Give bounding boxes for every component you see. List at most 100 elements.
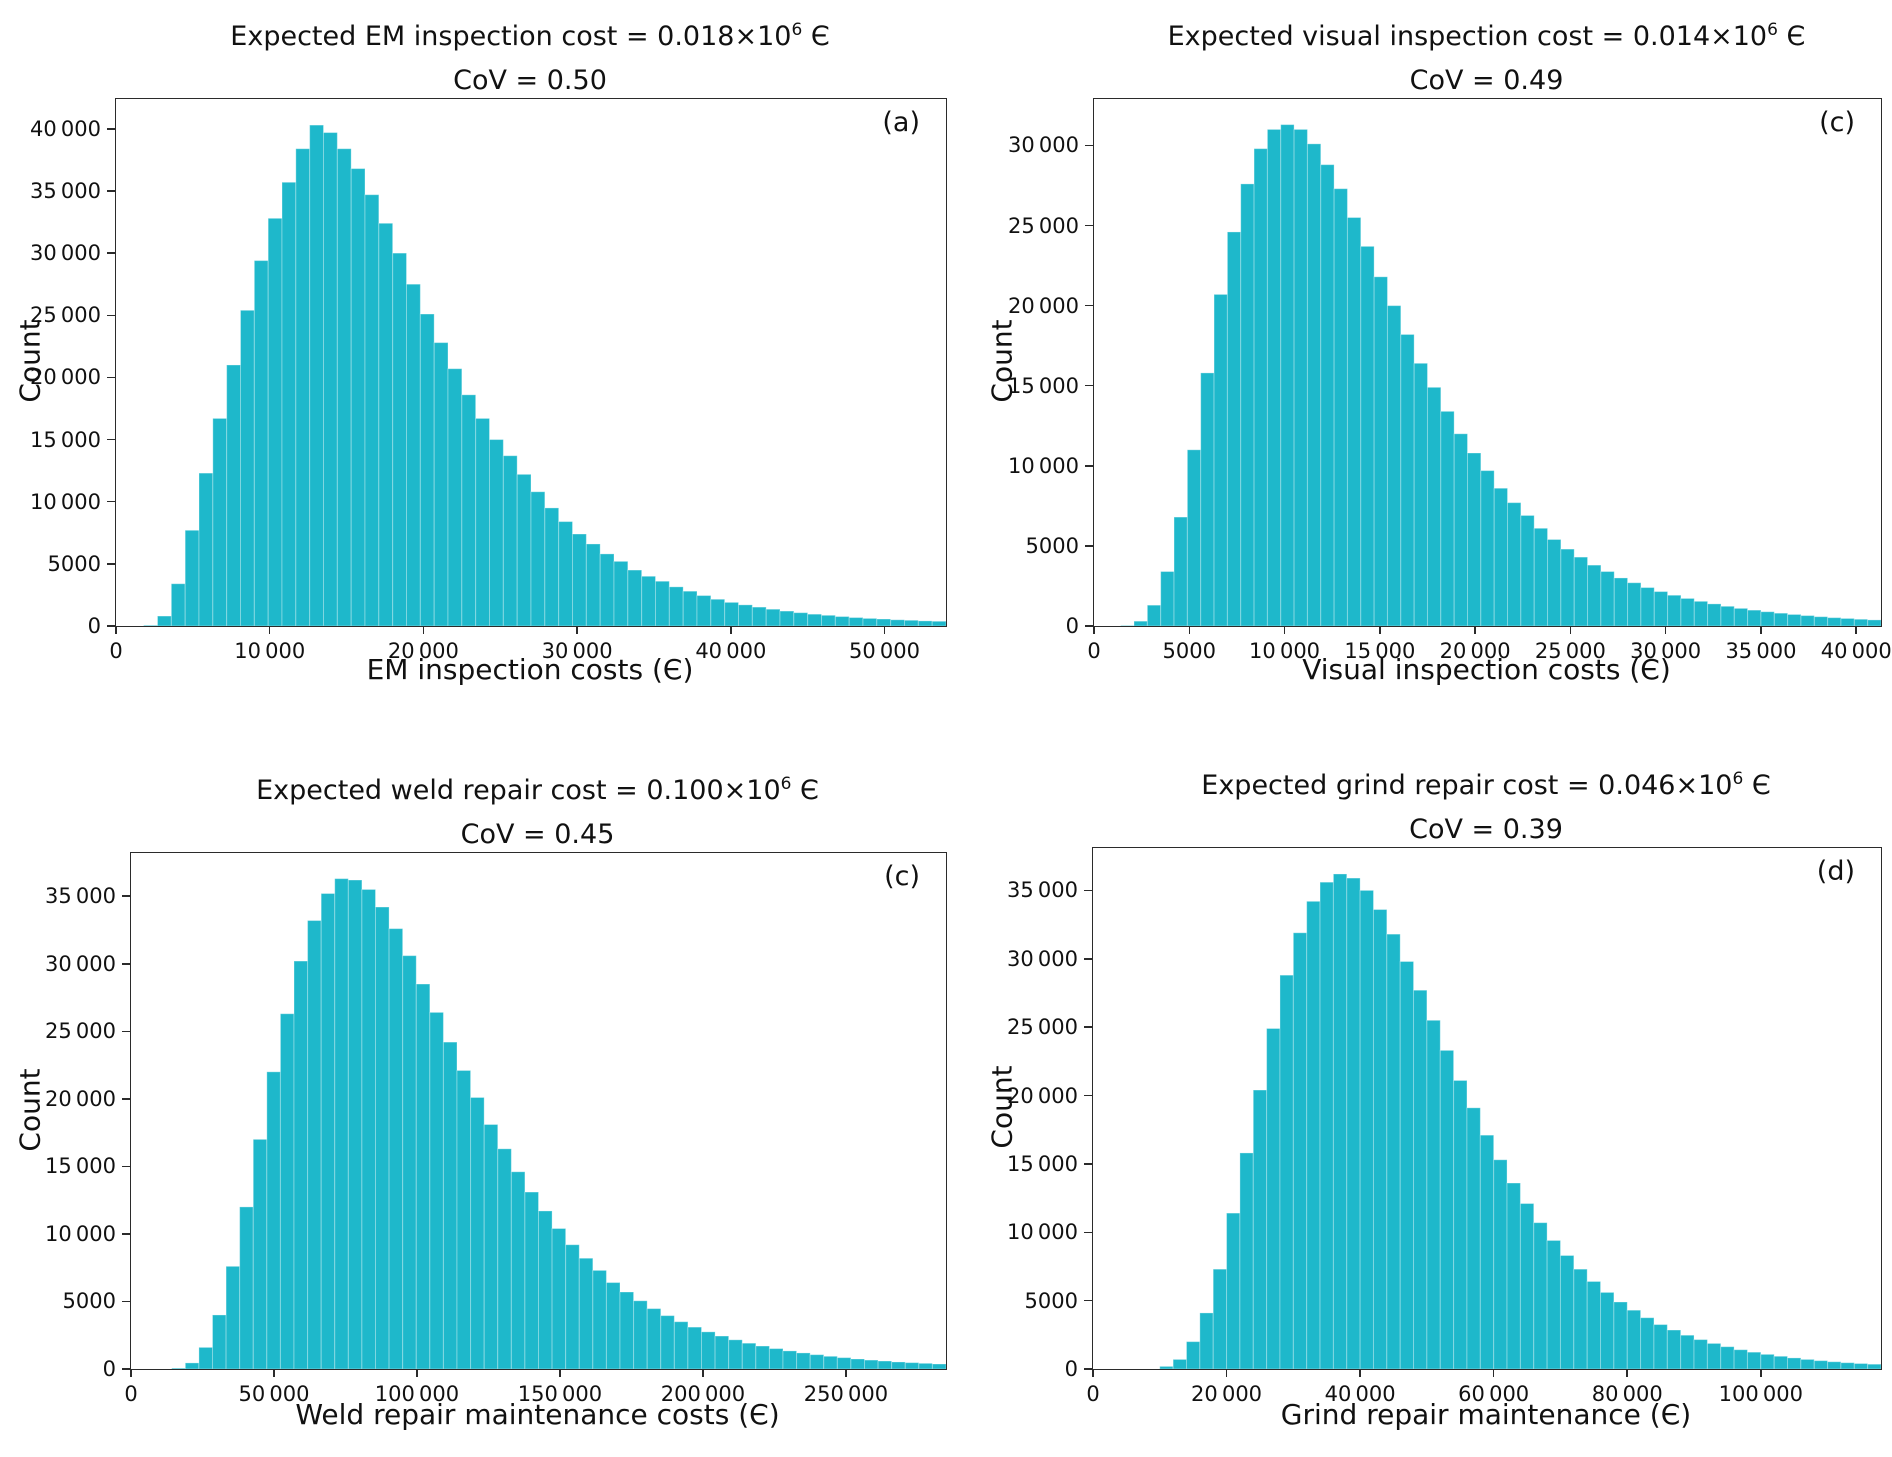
histogram-bar xyxy=(551,1228,567,1369)
histogram-bar xyxy=(1867,619,1881,626)
histogram-bar xyxy=(347,879,363,1369)
histogram-bar xyxy=(646,1308,662,1369)
y-tick-label: 0 xyxy=(87,614,101,638)
histogram-bar xyxy=(375,906,390,1369)
histogram-bar xyxy=(864,1359,879,1369)
panel-title: Expected weld repair cost = 0.100×106 Є xyxy=(130,768,945,807)
histogram-bar xyxy=(170,583,186,626)
histogram-bar xyxy=(1146,604,1162,626)
histogram-bar xyxy=(655,580,670,626)
histogram-bar xyxy=(877,1360,893,1369)
title-text: Expected EM inspection cost = 0.018×10 xyxy=(230,21,792,52)
histogram-bar xyxy=(1253,148,1268,626)
histogram-bar xyxy=(1466,1107,1481,1369)
x-tick xyxy=(1093,626,1095,634)
histogram-bar xyxy=(701,1331,716,1369)
x-tick xyxy=(1569,626,1572,634)
x-tick xyxy=(576,626,578,634)
x-tick xyxy=(559,1369,561,1377)
title-currency: Є xyxy=(791,775,819,806)
histogram-bar xyxy=(1867,1363,1881,1369)
histogram-bar xyxy=(1666,1329,1682,1369)
histogram-bar xyxy=(388,928,404,1369)
histogram-bar xyxy=(890,619,905,626)
histogram-bar xyxy=(516,473,532,626)
title-exponent: 6 xyxy=(791,20,803,40)
y-tick xyxy=(106,128,115,130)
x-tick xyxy=(730,626,732,634)
histogram-bar xyxy=(1333,188,1348,626)
x-tick-label: 80 000 xyxy=(1591,1382,1663,1406)
histogram-bar xyxy=(793,612,809,626)
y-tick-label: 25 000 xyxy=(1008,213,1079,238)
x-tick-label: 50 000 xyxy=(849,639,921,663)
y-tick xyxy=(1083,1299,1092,1302)
x-tick-label: 0 xyxy=(124,1382,138,1406)
title-exponent: 6 xyxy=(1767,20,1778,40)
histogram-bar xyxy=(1386,933,1401,1369)
panel-title: Expected grind repair cost = 0.046×106 Є xyxy=(1092,763,1880,802)
histogram-bar xyxy=(252,1138,268,1369)
panel-subtitle: CoV = 0.50 xyxy=(453,65,607,96)
plot-area: (d) 0 20 000 40 000 60 000 80 000 100 000 0 500… xyxy=(1007,847,1882,1406)
histogram-bar xyxy=(1800,615,1815,626)
y-tick xyxy=(1084,465,1093,467)
y-tick-label: 15 000 xyxy=(1008,373,1079,398)
y-tick-label: 25 000 xyxy=(30,303,101,328)
histogram-bar xyxy=(1747,609,1762,626)
y-tick xyxy=(106,500,115,503)
histogram-bar xyxy=(419,313,435,626)
histogram-bar xyxy=(1707,603,1722,626)
title-text: Expected visual inspection cost = 0.014×… xyxy=(1167,21,1768,52)
histogram-bar xyxy=(157,615,172,626)
histogram-bar xyxy=(862,617,878,626)
histogram-bar xyxy=(1185,1341,1201,1369)
histogram-bar xyxy=(461,394,477,626)
histogram-bar xyxy=(1547,539,1562,626)
histogram-bar xyxy=(1212,1268,1228,1369)
x-tick-label: 30 000 xyxy=(541,639,613,663)
histogram-bar xyxy=(1400,333,1415,626)
histogram-bar xyxy=(1559,1255,1575,1369)
histogram-bar xyxy=(1239,1152,1254,1369)
histogram-bars xyxy=(171,878,946,1369)
y-axis-label: Count xyxy=(985,1065,1019,1149)
histogram-bar xyxy=(807,613,822,626)
histogram-bar xyxy=(184,529,200,626)
histogram-bar xyxy=(619,1291,635,1369)
panel-title: Expected EM inspection cost = 0.018×106 … xyxy=(115,14,945,53)
y-tick-label: 20 000 xyxy=(30,365,101,390)
histogram-bar xyxy=(447,368,463,626)
histogram-bar xyxy=(592,1269,607,1369)
histogram-bar xyxy=(143,624,158,626)
y-tick-label: 25 000 xyxy=(1007,1015,1078,1040)
histogram-bar xyxy=(1213,293,1228,626)
histogram-bar xyxy=(470,1096,485,1369)
histogram-bar xyxy=(641,575,656,626)
histogram-bar xyxy=(1693,1339,1708,1369)
y-tick-label: 0 xyxy=(102,1357,116,1381)
x-tick xyxy=(883,626,886,634)
y-tick xyxy=(1083,958,1092,960)
histogram-bar xyxy=(510,1171,526,1369)
histogram-bar xyxy=(212,417,228,626)
x-tick-label: 10 000 xyxy=(234,639,306,663)
x-tick-label: 20 000 xyxy=(1439,639,1511,663)
histogram-bar xyxy=(184,1362,200,1369)
histogram-bar xyxy=(1533,527,1549,626)
histogram-bar xyxy=(402,955,417,1369)
histogram-bar xyxy=(1613,1301,1628,1369)
panel-title-block: Expected EM inspection cost = 0.018×106 … xyxy=(115,14,945,97)
x-tick-label: 150 000 xyxy=(517,1382,603,1406)
x-tick-label: 35 000 xyxy=(1725,639,1797,663)
histogram-bar xyxy=(406,283,421,626)
y-axis-label: Count xyxy=(13,1068,47,1152)
histogram-bar xyxy=(1252,1089,1268,1369)
y-tick xyxy=(106,563,115,565)
x-tick-label: 15 000 xyxy=(1344,639,1416,663)
y-tick xyxy=(1083,1163,1092,1165)
histogram-bar xyxy=(1372,909,1388,1369)
histogram-bar xyxy=(1693,600,1709,626)
